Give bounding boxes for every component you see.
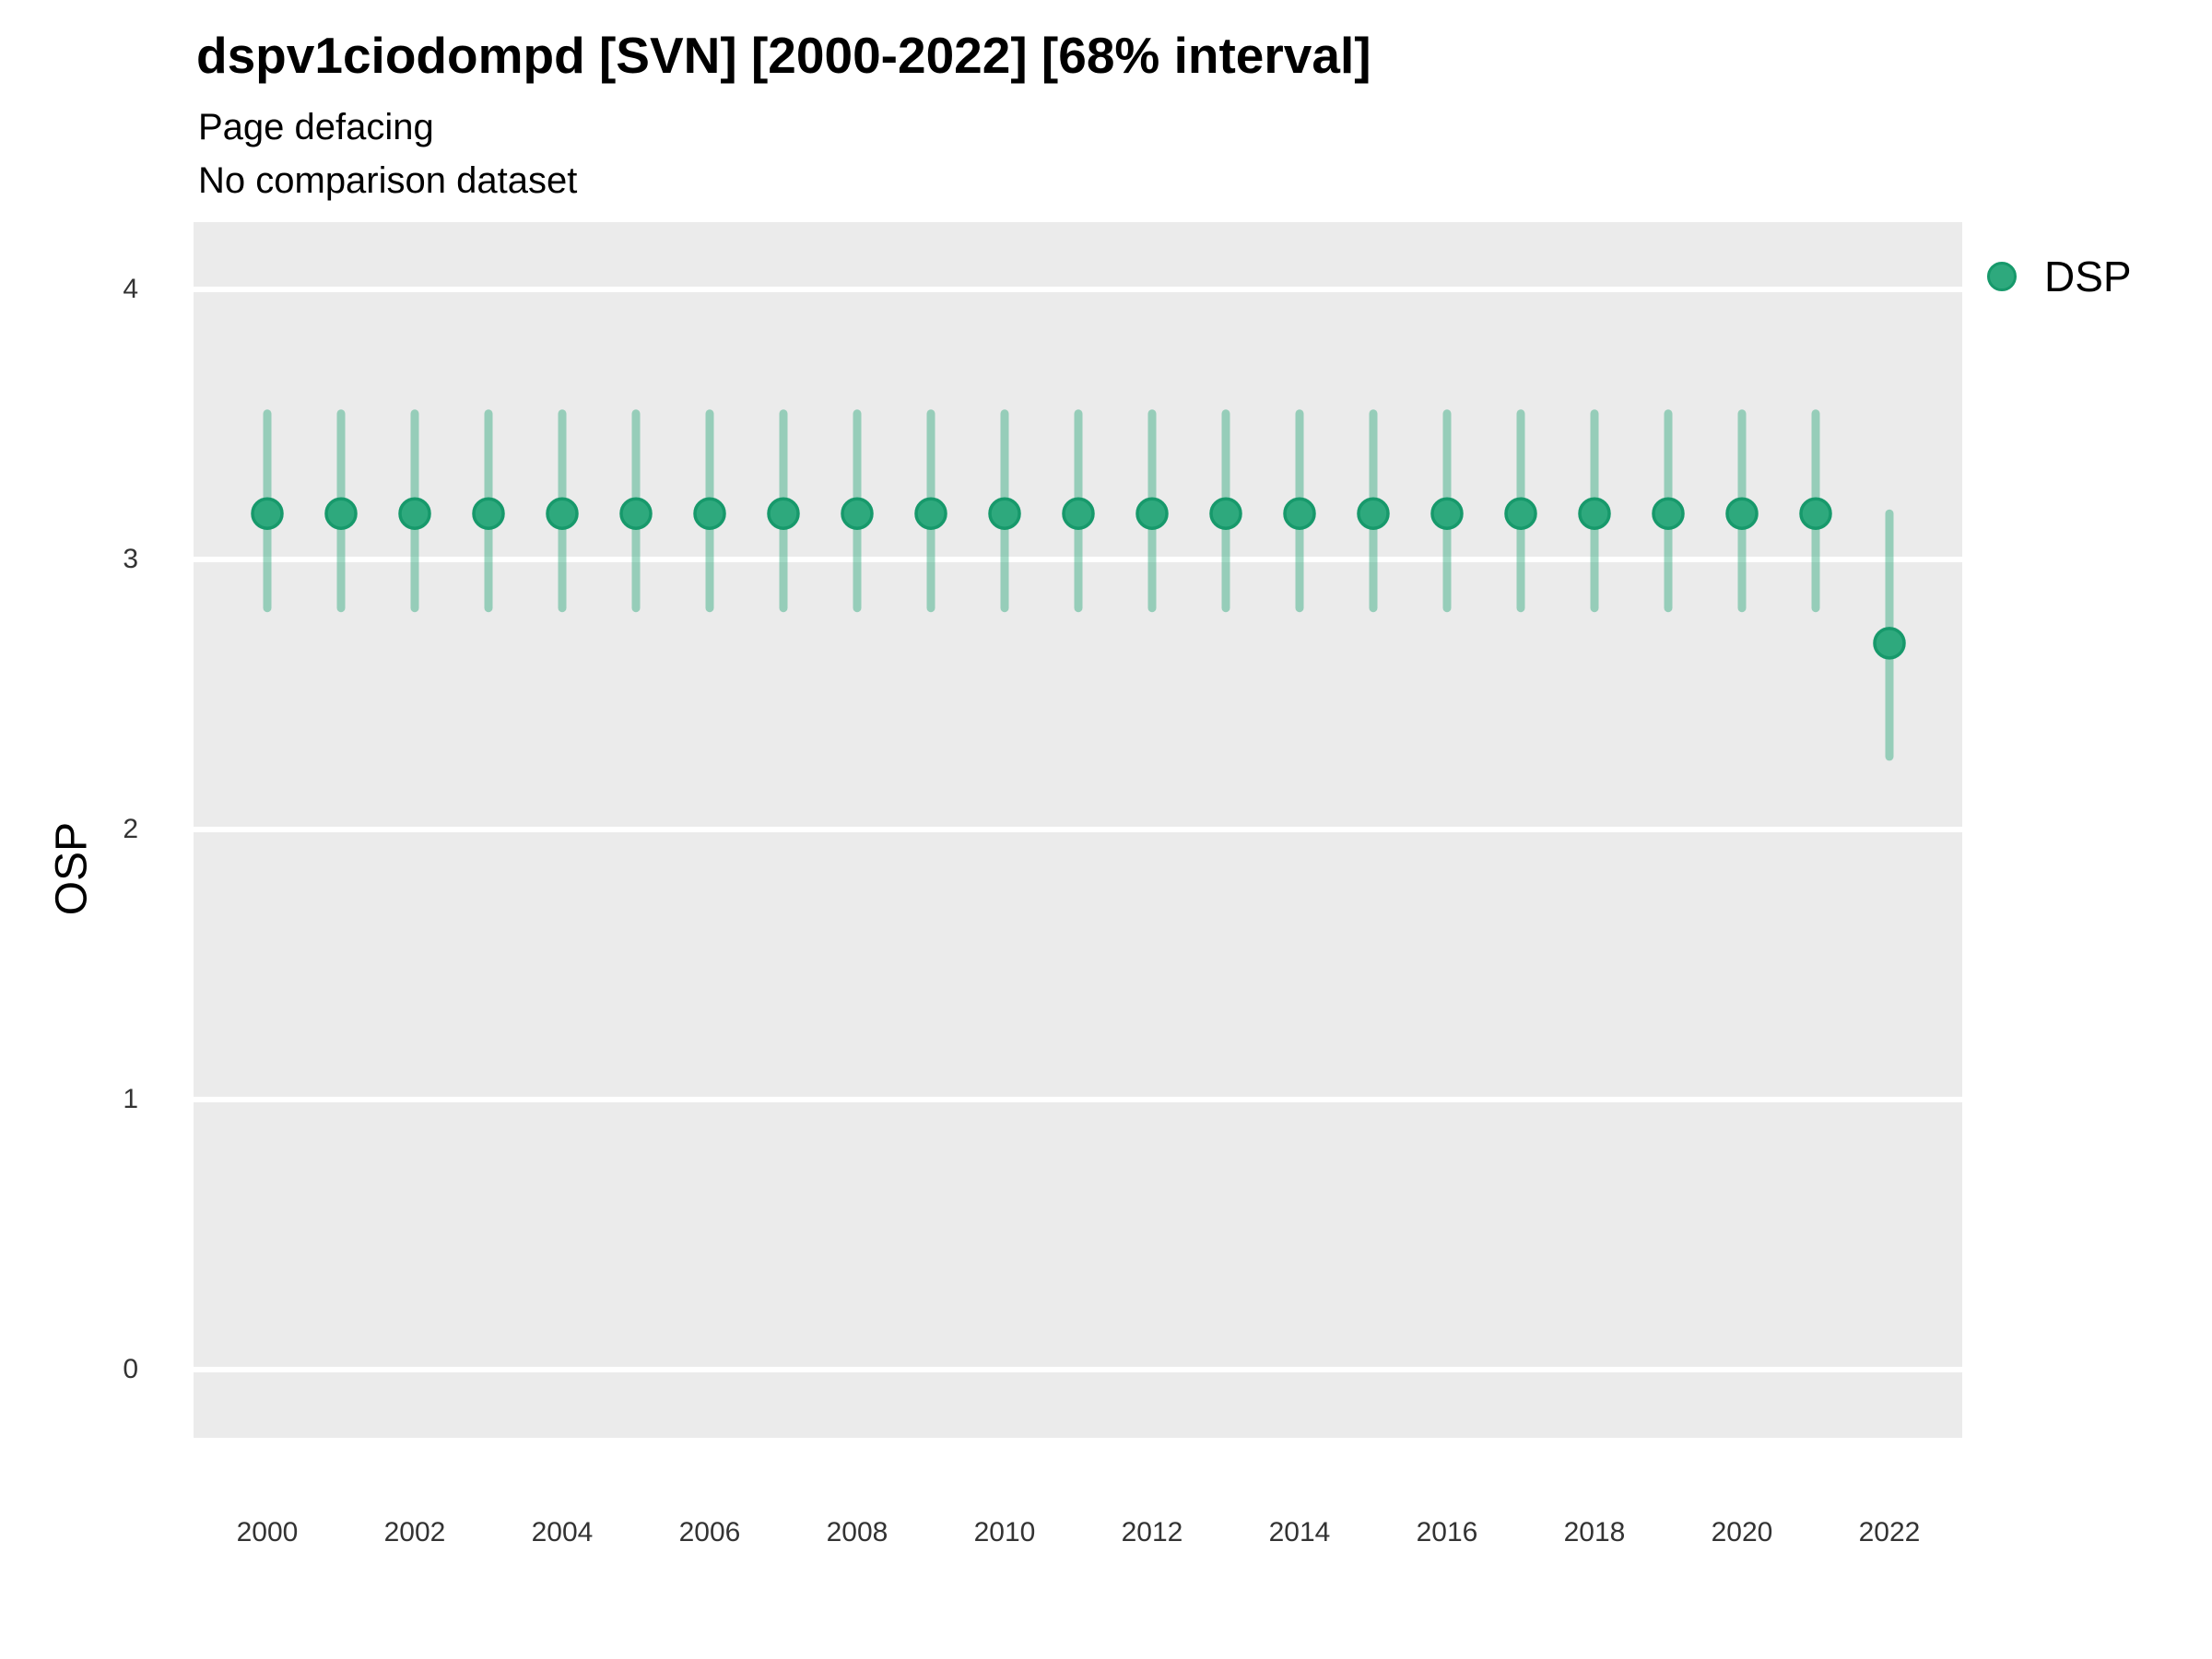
y-tick-0: 0 bbox=[123, 1354, 138, 1384]
x-tick-2014: 2014 bbox=[1268, 1517, 1331, 1547]
y-tick-4: 4 bbox=[123, 274, 138, 304]
data-point-2021 bbox=[1799, 497, 1832, 530]
y-tick-2: 2 bbox=[123, 814, 138, 844]
y-tick-3: 3 bbox=[123, 544, 138, 574]
data-point-2014 bbox=[1283, 497, 1316, 530]
data-point-2013 bbox=[1209, 497, 1242, 530]
x-tick-2018: 2018 bbox=[1563, 1517, 1626, 1547]
data-point-2011 bbox=[1062, 497, 1095, 530]
data-point-2007 bbox=[767, 497, 800, 530]
x-tick-2010: 2010 bbox=[973, 1517, 1036, 1547]
legend-item-dsp[interactable]: DSP bbox=[1987, 251, 2132, 302]
x-tick-2008: 2008 bbox=[826, 1517, 888, 1547]
data-point-2003 bbox=[472, 497, 505, 530]
data-point-2000 bbox=[251, 497, 284, 530]
x-tick-2004: 2004 bbox=[531, 1517, 594, 1547]
plot-area bbox=[194, 222, 1962, 1438]
x-tick-2012: 2012 bbox=[1121, 1517, 1183, 1547]
chart-title: dspv1ciodompd [SVN] [2000-2022] [68% int… bbox=[196, 27, 1371, 84]
x-tick-2000: 2000 bbox=[236, 1517, 299, 1547]
data-point-2022 bbox=[1873, 627, 1906, 660]
data-point-2015 bbox=[1357, 497, 1390, 530]
legend-label: DSP bbox=[2044, 253, 2132, 300]
data-point-2017 bbox=[1504, 497, 1537, 530]
data-point-2019 bbox=[1652, 497, 1685, 530]
data-point-2002 bbox=[398, 497, 431, 530]
data-point-2010 bbox=[988, 497, 1021, 530]
data-point-2018 bbox=[1578, 497, 1611, 530]
legend-marker-icon bbox=[1987, 262, 2017, 291]
data-point-2005 bbox=[619, 497, 653, 530]
data-point-2009 bbox=[914, 497, 947, 530]
data-point-2008 bbox=[841, 497, 874, 530]
data-point-2012 bbox=[1135, 497, 1169, 530]
x-tick-2022: 2022 bbox=[1858, 1517, 1921, 1547]
data-point-2016 bbox=[1430, 497, 1464, 530]
data-point-2020 bbox=[1725, 497, 1759, 530]
x-tick-2016: 2016 bbox=[1416, 1517, 1478, 1547]
x-tick-2006: 2006 bbox=[678, 1517, 741, 1547]
data-point-2001 bbox=[324, 497, 358, 530]
chart-subtitle: Page defacing bbox=[198, 107, 434, 147]
x-tick-2002: 2002 bbox=[383, 1517, 446, 1547]
x-tick-2020: 2020 bbox=[1711, 1517, 1773, 1547]
chart-canvas bbox=[194, 287, 1962, 1372]
y-tick-1: 1 bbox=[123, 1084, 138, 1114]
chart-note: No comparison dataset bbox=[198, 160, 578, 201]
data-point-2006 bbox=[693, 497, 726, 530]
data-point-2004 bbox=[546, 497, 579, 530]
